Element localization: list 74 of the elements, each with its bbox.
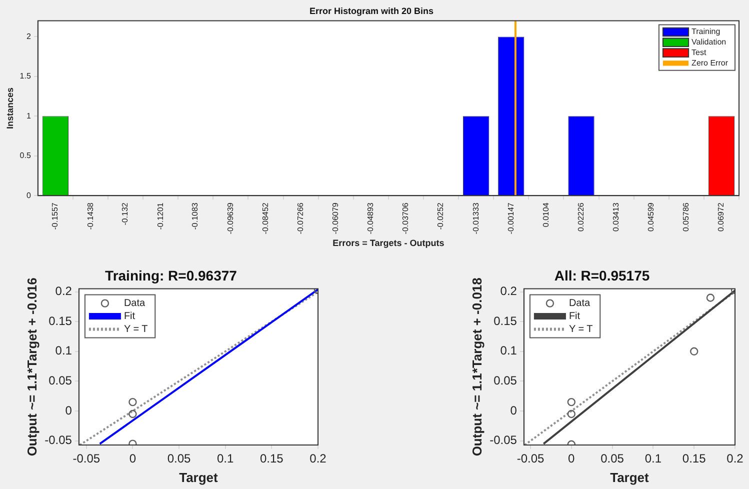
- chart-title: Error Histogram with 20 Bins: [309, 6, 434, 16]
- x-tick-label: 0.06972: [716, 202, 726, 232]
- x-tick-label: 0.04599: [646, 202, 656, 232]
- x-tick-label: 0.03413: [612, 202, 621, 232]
- y-tick-label: 0.2: [500, 284, 518, 298]
- legend-label: Data: [124, 298, 146, 310]
- x-tick-label: -0.05: [72, 452, 100, 466]
- y-tick-label: 0.2: [55, 284, 72, 298]
- x-tick-label: -0.05: [516, 452, 544, 466]
- x-tick-label: -0.09639: [226, 202, 235, 234]
- x-tick-label: 0.02226: [576, 202, 586, 232]
- y-axis-title: Output ~= 1.1*Target + -0.016: [24, 278, 40, 456]
- point: [706, 294, 715, 302]
- y-axis-title: Output ~= 1.1*Target + -0.018: [469, 278, 484, 456]
- y-tick-label: -0.05: [490, 433, 518, 448]
- x-tick-label: 0.2: [726, 452, 744, 466]
- y-tick-label: 0.1: [500, 344, 518, 358]
- legend-label: Validation: [692, 38, 726, 47]
- y-tick-label: 0: [510, 403, 518, 418]
- x-tick-label: 0.05786: [682, 202, 691, 232]
- y-tick-label: 0.05: [494, 374, 518, 388]
- y-tick-label: 1.5: [20, 72, 32, 81]
- y-tick-label: 0.1: [55, 344, 72, 358]
- x-tick-label: 0.0104: [541, 202, 550, 228]
- y-tick-label: 0.5: [20, 151, 32, 160]
- x-axis-title: Target: [179, 470, 219, 485]
- y-tick-label: 1: [26, 111, 32, 120]
- x-tick-label: -0.0252: [436, 202, 446, 230]
- legend-label: Y = T: [124, 324, 148, 336]
- legend-label: Fit: [124, 311, 136, 322]
- legend-label: Test: [692, 48, 707, 58]
- x-tick-label: 0.2: [310, 452, 327, 466]
- x-tick-label: 0.15: [260, 452, 284, 466]
- x-tick-label: -0.1438: [86, 202, 95, 230]
- x-axis-title: Errors = Targets - Outputs: [332, 238, 444, 248]
- x-tick-label: 0.15: [682, 452, 706, 466]
- x-tick-label: -0.03706: [401, 202, 410, 234]
- x-tick-label: -0.1557: [50, 202, 60, 230]
- point: [690, 347, 698, 356]
- point: [128, 410, 137, 418]
- legend-label: Y = T: [568, 324, 593, 336]
- x-tick-label: -0.1083: [190, 202, 200, 230]
- x-tick-label: 0: [568, 452, 576, 466]
- x-tick-label: -0.132: [120, 202, 130, 226]
- x-tick-label: -0.07266: [296, 202, 305, 234]
- x-tick-label: 0.05: [167, 452, 192, 466]
- point: [567, 410, 576, 418]
- x-tick-label: -0.06079: [331, 202, 340, 234]
- y-tick-label: 2: [26, 32, 32, 41]
- y-tick-label: 0: [26, 190, 32, 200]
- chart-title: All: R=0.95175: [554, 267, 650, 284]
- x-tick-label: -0.04893: [366, 202, 376, 234]
- legend-label: Fit: [568, 311, 580, 322]
- x-tick-label: -0.01333: [471, 202, 480, 234]
- chart-title: Training: R=0.96377: [105, 267, 238, 284]
- point: [128, 398, 137, 406]
- y-tick-label: 0.15: [494, 314, 518, 328]
- x-axis-title: Target: [610, 470, 650, 485]
- x-tick-label: -0.08452: [260, 202, 270, 234]
- y-tick-label: -0.05: [44, 433, 72, 448]
- x-tick-label: 0.05: [600, 452, 624, 466]
- point: [567, 398, 576, 406]
- x-tick-label: 0.1: [217, 452, 234, 466]
- legend-label: Data: [568, 298, 591, 310]
- y-tick-label: 0.05: [48, 374, 72, 388]
- x-tick-label: 0: [129, 452, 136, 466]
- y-axis-title: Instances: [4, 87, 15, 129]
- x-tick-label: 0.1: [644, 452, 662, 466]
- legend-label: Training: [692, 27, 720, 36]
- x-tick-label: -0.00147: [506, 202, 516, 234]
- y-tick-label: 0.15: [48, 314, 72, 328]
- legend-label: Zero Error: [692, 58, 728, 68]
- y-tick-label: 0: [65, 403, 72, 418]
- x-tick-label: -0.1201: [156, 202, 165, 230]
